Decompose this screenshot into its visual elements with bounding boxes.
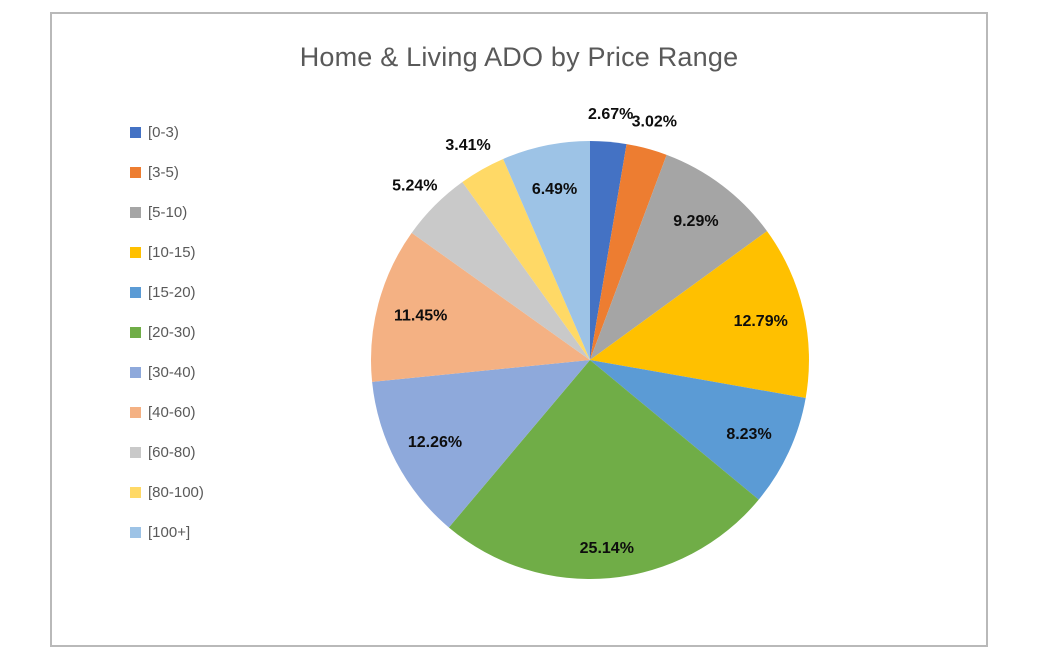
legend-item-[20-30)[interactable]: [20-30) <box>130 323 204 341</box>
data-label: 8.23% <box>726 426 771 443</box>
legend-item-[3-5)[interactable]: [3-5) <box>130 163 204 181</box>
data-label: 25.14% <box>580 540 634 557</box>
pie-slice-[10-15)[interactable] <box>590 231 809 398</box>
pie-slice-[5-10)[interactable] <box>590 154 768 360</box>
data-label: 12.26% <box>408 434 462 451</box>
legend-label: [10-15) <box>148 243 196 261</box>
legend-label: [0-3) <box>148 123 179 141</box>
chart-title: Home & Living ADO by Price Range <box>299 42 739 72</box>
legend-item-[60-80)[interactable]: [60-80) <box>130 443 204 461</box>
legend-label: [60-80) <box>148 443 196 461</box>
legend-label: [15-20) <box>148 283 196 301</box>
legend-item-[0-3)[interactable]: [0-3) <box>130 123 204 141</box>
legend-label: [100+] <box>148 523 191 541</box>
chart-area: Home & Living ADO by Price Range [0-3) [3… <box>50 12 988 647</box>
legend-swatch-icon <box>130 126 141 138</box>
legend-swatch-icon <box>130 486 141 498</box>
legend-swatch-icon <box>130 366 141 378</box>
legend-swatch-icon <box>130 286 141 298</box>
pie-slice-[0-3)[interactable] <box>590 141 627 360</box>
legend-item-[15-20)[interactable]: [15-20) <box>130 283 204 301</box>
pie-slice-[3-5)[interactable] <box>590 144 667 360</box>
legend-item-[30-40)[interactable]: [30-40) <box>130 363 204 381</box>
data-label: 9.29% <box>673 213 718 230</box>
legend-label: [80-100) <box>148 483 204 501</box>
legend-swatch-icon <box>130 326 141 338</box>
legend-label: [3-5) <box>148 163 179 181</box>
pie-slice-[60-80)[interactable] <box>411 182 590 360</box>
data-label: 6.49% <box>532 181 577 198</box>
legend-swatch-icon <box>130 166 141 178</box>
legend-label: [30-40) <box>148 363 196 381</box>
legend-swatch-icon <box>130 446 141 458</box>
legend-swatch-icon <box>130 246 141 258</box>
legend-item-[100+][interactable]: [100+] <box>130 523 204 541</box>
legend-label: [20-30) <box>148 323 196 341</box>
legend-item-[5-10)[interactable]: [5-10) <box>130 203 204 221</box>
pie-slice-[40-60)[interactable] <box>371 232 590 382</box>
data-label: 3.41% <box>445 137 490 154</box>
data-label: 12.79% <box>734 313 788 330</box>
data-label: 3.02% <box>632 114 677 131</box>
pie-slice-[30-40)[interactable] <box>372 360 590 528</box>
legend-swatch-icon <box>130 406 141 418</box>
legend-label: [5-10) <box>148 203 188 221</box>
legend-item-[80-100)[interactable]: [80-100) <box>130 483 204 501</box>
legend-item-[40-60)[interactable]: [40-60) <box>130 403 204 421</box>
pie-slice-[100+][interactable] <box>503 141 590 360</box>
pie-slice-[15-20)[interactable] <box>590 360 806 500</box>
legend: [0-3) [3-5) [5-10) [10-15) [15-20) [20-30) [30… <box>130 123 204 541</box>
pie-chart: 2.67%3.02% 9.29% 12.79% 8.23% 25.14% 12.26% 11… <box>371 106 809 579</box>
legend-swatch-icon <box>130 206 141 218</box>
data-label: 11.45% <box>394 308 447 325</box>
legend-item-[10-15)[interactable]: [10-15) <box>130 243 204 261</box>
data-label: 5.24% <box>392 178 437 195</box>
pie-slice-[80-100)[interactable] <box>462 158 590 360</box>
legend-swatch-icon <box>130 526 141 538</box>
data-label: 2.67% <box>588 106 633 123</box>
legend-label: [40-60) <box>148 403 196 421</box>
pie-slice-[20-30)[interactable] <box>448 360 759 579</box>
